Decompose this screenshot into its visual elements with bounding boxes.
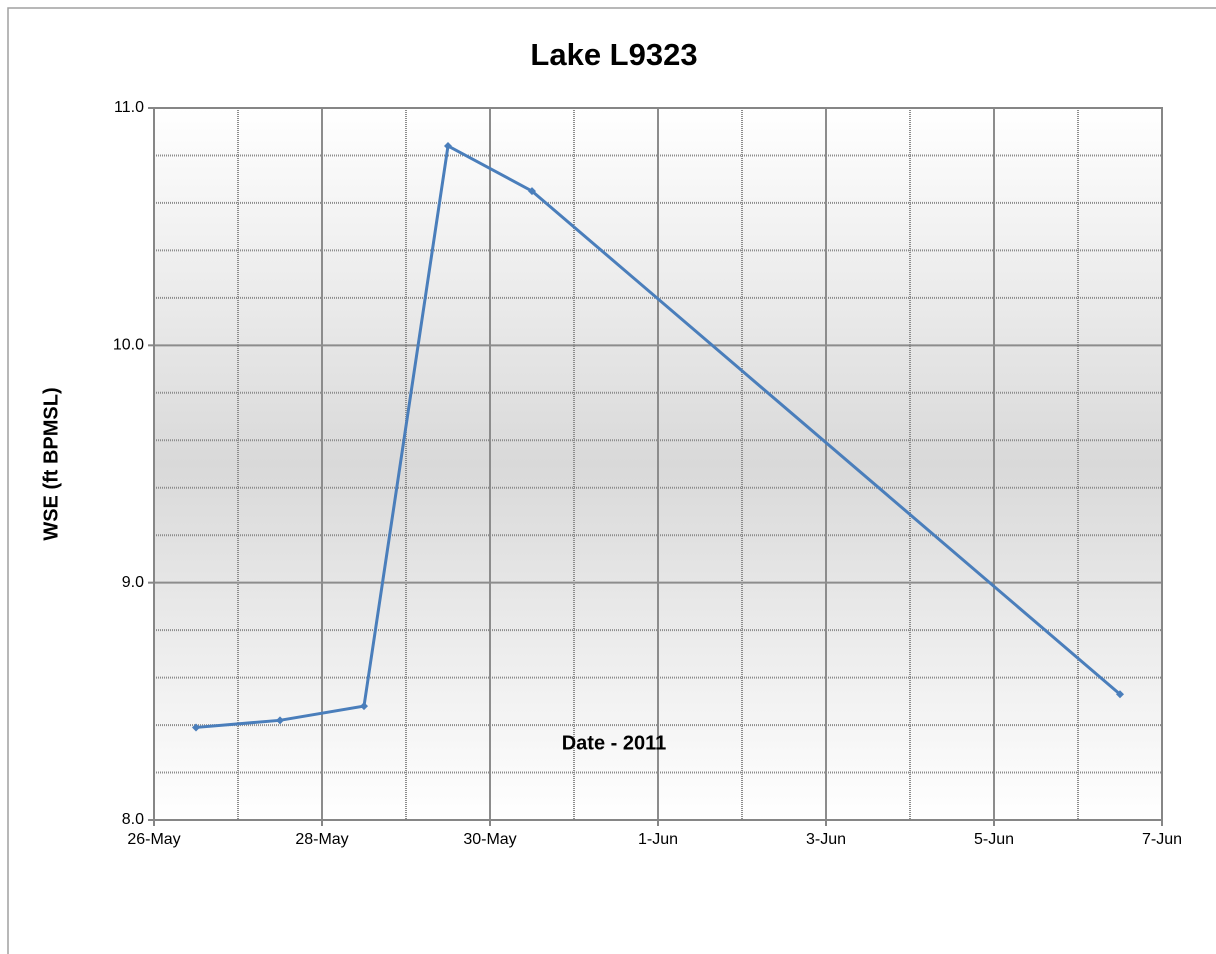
data-line: [195, 143, 1121, 729]
x-axis-label: Date - 2011: [562, 732, 667, 754]
x-tick-label: 1-Jun: [638, 831, 678, 848]
y-tick-label: 10.0: [113, 337, 144, 354]
data-point: [1116, 690, 1124, 699]
x-tick-label: 5-Jun: [974, 831, 1014, 848]
x-tick-label: 3-Jun: [806, 831, 846, 848]
data-point: [192, 723, 200, 732]
data-point: [444, 141, 452, 150]
x-tick-label: 28-May: [295, 831, 348, 848]
y-tick-label: 8.0: [122, 811, 144, 828]
x-tick-label: 26-May: [127, 831, 180, 848]
data-point: [360, 702, 368, 711]
x-tick-label: 30-May: [463, 831, 516, 848]
chart-frame: [7, 7, 1216, 954]
y-tick-label: 11.0: [114, 99, 144, 116]
y-axis-label: WSE (ft BPMSL): [40, 387, 62, 540]
y-tick-label: 9.0: [122, 574, 144, 591]
chart-title: Lake L9323: [530, 37, 697, 72]
x-tick-label: 7-Jun: [1142, 831, 1182, 848]
data-point: [528, 187, 536, 196]
data-point: [276, 716, 284, 725]
